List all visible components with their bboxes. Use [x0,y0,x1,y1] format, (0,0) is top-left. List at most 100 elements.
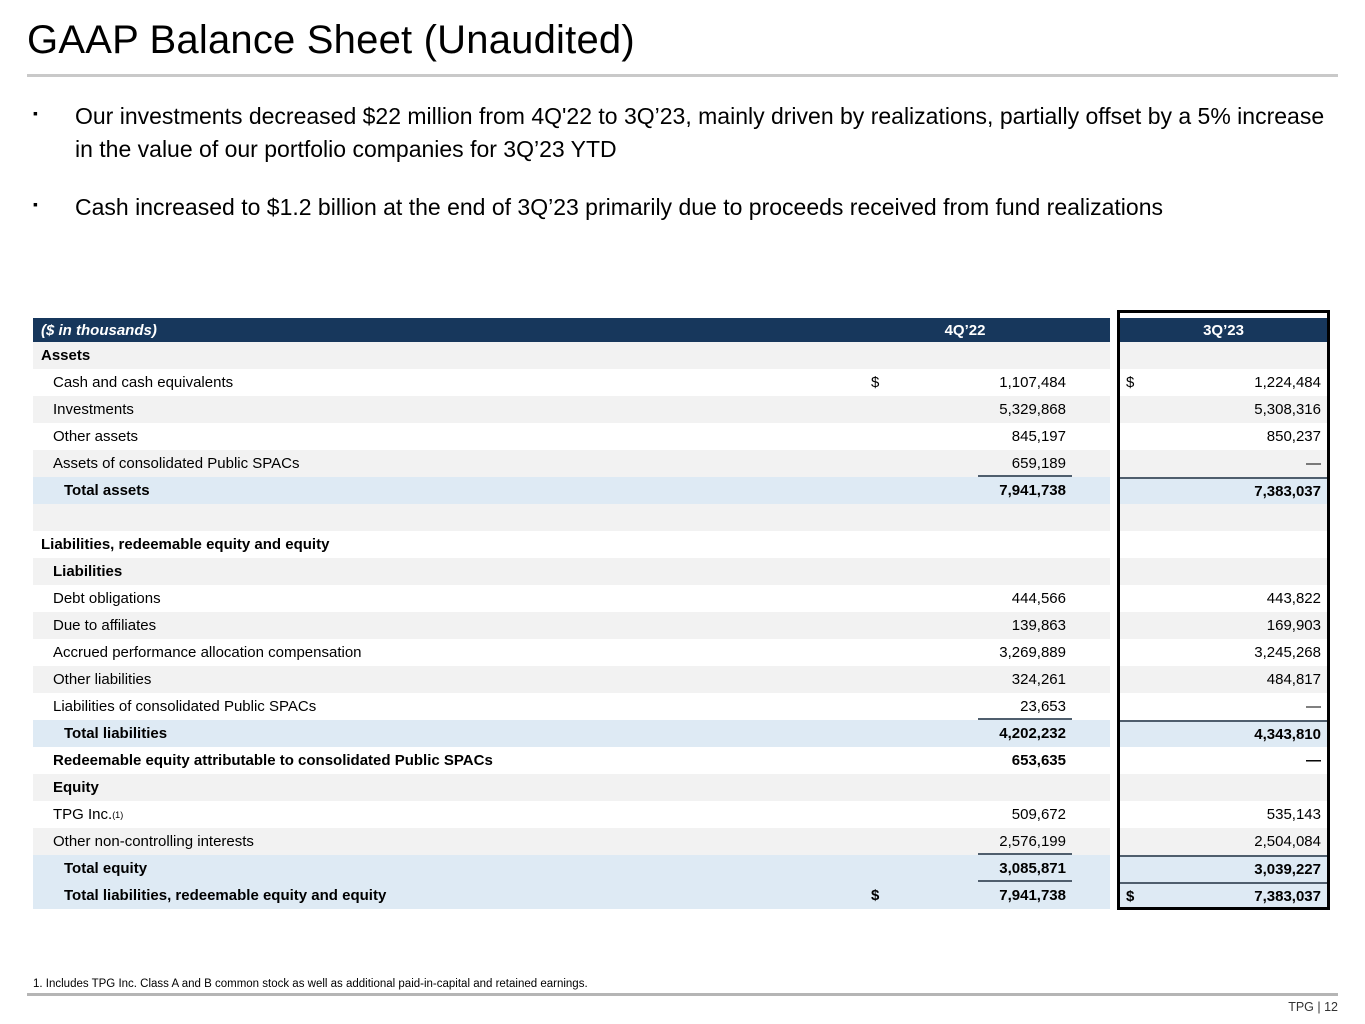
column-header-4q22: 4Q’22 [860,318,1110,342]
bullet-list: ▪ Our investments decreased $22 million f… [33,100,1333,250]
column-gap [1110,318,1117,342]
q4-value-cell: 324,261 [860,666,1110,693]
column-header-3q23: 3Q’23 [1117,318,1330,342]
q3-value-cell: 3,245,268 [1117,639,1330,666]
dollar-sign: $ [871,887,880,904]
row-label: Equity [33,774,860,801]
value: — [1306,455,1321,472]
value: 659,189 [1011,455,1066,472]
value: 7,941,738 [999,887,1066,904]
column-gap [1110,855,1117,882]
q3-value-cell: 443,822 [1117,585,1330,612]
row-label: Redeemable equity attributable to consol… [33,747,860,774]
value: — [1306,752,1321,769]
q4-value-cell: 509,672 [860,801,1110,828]
q3-value-cell: 4,343,810 [1117,720,1330,747]
q3-value-cell: 535,143 [1117,801,1330,828]
value: 5,329,868 [999,401,1066,418]
row-label: Assets of consolidated Public SPACs [33,450,860,477]
column-gap [1110,450,1117,477]
table-row: Total assets 7,941,738 7,383,037 [33,475,1330,504]
table-row: Redeemable equity attributable to consol… [33,747,1330,774]
q4-value-cell [860,531,1110,558]
q3-value-cell: 2,504,084 [1117,828,1330,855]
value: — [1306,698,1321,715]
value: 444,566 [1011,590,1066,607]
table-row: Liabilities [33,558,1330,585]
bullet-square-icon: ▪ [33,105,38,121]
q4-value-cell [860,342,1110,369]
column-gap [1110,828,1117,855]
q4-value-cell: 2,576,199 [860,828,1110,855]
bullet-text: Our investments decreased $22 million fr… [75,103,1325,162]
value: 1,107,484 [999,374,1066,391]
table-row: Total liabilities, redeemable equity and… [33,880,1330,909]
table-row: Total equity 3,085,871 3,039,227 [33,853,1330,882]
q3-value-cell [1117,558,1330,585]
table-row: Accrued performance allocation compensat… [33,639,1330,666]
table-row: Other liabilities 324,261 484,817 [33,666,1330,693]
q3-value-cell: — [1117,747,1330,774]
q4-value-cell: 4,202,232 [860,718,1110,747]
value: 2,576,199 [999,833,1066,850]
column-gap [1110,504,1117,531]
table-row: Debt obligations 444,566 443,822 [33,585,1330,612]
value: 7,941,738 [999,482,1066,499]
row-label [33,504,860,531]
dollar-sign: $ [1126,888,1135,905]
value: 4,343,810 [1254,726,1321,743]
row-label: TPG Inc. (1) [33,801,860,828]
row-label: Other non-controlling interests [33,828,860,855]
table-row: Other non-controlling interests 2,576,199… [33,828,1330,855]
column-gap [1110,342,1117,369]
q3-value-cell: — [1117,450,1330,477]
value: 324,261 [1011,671,1066,688]
dollar-sign: $ [871,374,880,391]
q4-value-cell: 3,269,889 [860,639,1110,666]
column-gap [1110,882,1117,909]
column-gap [1110,558,1117,585]
q4-value-cell: 7,941,738 [860,475,1110,504]
table-row: Total liabilities 4,202,232 4,343,810 [33,718,1330,747]
table-row: Assets of consolidated Public SPACs 659,1… [33,450,1330,477]
page-title: GAAP Balance Sheet (Unaudited) [27,18,635,62]
row-label: Assets [33,342,860,369]
value: 139,863 [1011,617,1066,634]
balance-sheet-table: ($ in thousands) 4Q’22 3Q’23 Assets Cash … [33,310,1330,910]
q4-value-cell: 3,085,871 [860,853,1110,882]
q3-value-cell: 850,237 [1117,423,1330,450]
footer-divider [27,993,1338,996]
dollar-sign: $ [1126,374,1135,391]
table-header-row: ($ in thousands) 4Q’22 3Q’23 [33,318,1330,342]
table-caption: ($ in thousands) [33,318,860,342]
row-label: Liabilities of consolidated Public SPACs [33,693,860,720]
column-gap [1110,774,1117,801]
value: 2,504,084 [1254,833,1321,850]
column-gap [1110,423,1117,450]
table-spacer-row [33,504,1330,531]
value: 850,237 [1266,428,1321,445]
row-label: Due to affiliates [33,612,860,639]
column-gap [1110,531,1117,558]
table-row: Equity [33,774,1330,801]
column-gap [1110,396,1117,423]
column-gap [1110,639,1117,666]
table-row: Due to affiliates 139,863 169,903 [33,612,1330,639]
value: 7,383,037 [1254,888,1321,905]
row-label: Liabilities [33,558,860,585]
value: 653,635 [1011,752,1066,769]
column-gap [1110,477,1117,504]
column-gap [1110,369,1117,396]
row-label: Liabilities, redeemable equity and equit… [33,531,860,558]
row-label: Total liabilities, redeemable equity and… [33,882,860,909]
row-label: Accrued performance allocation compensat… [33,639,860,666]
value: 484,817 [1266,671,1321,688]
q3-value-cell: 3,039,227 [1117,855,1330,882]
table-row: Assets [33,342,1330,369]
q4-value-cell: 23,653 [860,693,1110,720]
q3-value-cell: 169,903 [1117,612,1330,639]
value: 4,202,232 [999,725,1066,742]
bullet-text: Cash increased to $1.2 billion at the en… [75,194,1163,221]
q3-value-cell: $1,224,484 [1117,369,1330,396]
